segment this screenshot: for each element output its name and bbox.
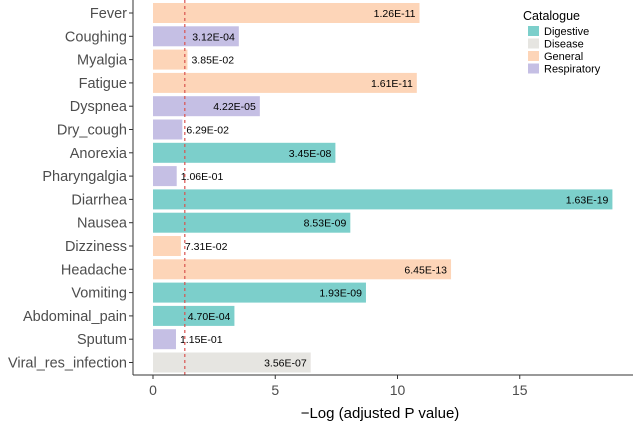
x-tick-label: 5 <box>271 382 279 398</box>
bar-coughing <box>153 26 239 47</box>
category-label: Abdominal_pain <box>23 309 127 325</box>
category-label: Viral_res_infection <box>8 356 127 372</box>
bar-fatigue <box>153 72 417 93</box>
bar-diarrhea <box>153 189 613 210</box>
chart-bars: 1.26E-11 3.12E-04 3.85E-02 1.61E-11 4.22E-05… <box>153 3 613 373</box>
bar-nausea <box>153 212 351 233</box>
category-label: Vomiting <box>71 286 127 302</box>
category-label: Diarrhea <box>71 192 128 208</box>
category-label: Pharyngalgia <box>42 169 128 185</box>
bar-pharyngalgia <box>153 166 177 187</box>
data-label: 1.26E-11 <box>374 8 416 20</box>
category-label: Coughing <box>65 29 127 45</box>
legend-title: Catalogue <box>523 9 580 23</box>
category-label: Anorexia <box>70 146 128 162</box>
category-label: Headache <box>61 262 127 278</box>
category-label: Myalgia <box>77 53 128 69</box>
legend-label-digestive: Digestive <box>544 26 589 38</box>
data-label: 6.29E-02 <box>186 125 229 137</box>
legend-label-disease: Disease <box>544 39 584 51</box>
bar-dry-cough <box>153 119 183 140</box>
data-label: 1.61E-11 <box>371 78 413 90</box>
bar-myalgia <box>153 49 188 70</box>
data-label: 1.15E-01 <box>180 334 223 346</box>
data-label: 3.12E-04 <box>192 31 235 43</box>
legend-label-respiratory: Respiratory <box>544 64 601 76</box>
legend: Catalogue DigestiveDiseaseGeneralRespirat… <box>523 9 601 76</box>
data-label: 1.93E-09 <box>319 288 362 300</box>
data-label: 4.22E-05 <box>213 101 256 113</box>
bar-viral-res-infection <box>153 352 311 373</box>
category-label: Dry_cough <box>57 123 127 139</box>
data-label: 7.31E-02 <box>185 241 228 253</box>
data-label: 4.70E-04 <box>188 311 231 323</box>
category-label: Fever <box>90 6 127 22</box>
x-tick-label: 10 <box>390 382 406 398</box>
legend-swatch-disease <box>528 38 539 49</box>
category-label: Nausea <box>77 216 128 232</box>
data-label: 8.53E-09 <box>304 218 347 230</box>
category-label: Fatigue <box>79 76 127 92</box>
category-label: Dizziness <box>65 239 127 255</box>
legend-swatch-digestive <box>528 26 539 36</box>
bar-vomiting <box>153 282 366 303</box>
bar-headache <box>153 259 452 280</box>
chart-axes: 0 5 10 15 Fever Coughing Myalgia Fatigue Dyspnea… <box>8 0 633 398</box>
data-label: 6.45E-13 <box>404 264 447 276</box>
legend-label-general: General <box>544 51 583 63</box>
x-axis-title: −Log (adjusted P value) <box>301 405 460 422</box>
bar-anorexia <box>153 142 336 163</box>
category-label: Sputum <box>77 332 127 348</box>
x-tick-label: 0 <box>149 382 157 398</box>
category-label: Dyspnea <box>70 99 128 115</box>
legend-swatch-respiratory <box>528 63 539 74</box>
data-label: 1.06E-01 <box>181 171 224 183</box>
bar-dizziness <box>153 236 181 256</box>
data-label: 3.45E-08 <box>289 148 332 160</box>
bar-fever <box>153 3 420 23</box>
bar-abdominal-pain <box>153 305 235 326</box>
bar-sputum <box>153 329 176 350</box>
x-tick-label: 15 <box>512 382 528 398</box>
bar-dyspnea <box>153 96 260 117</box>
data-label: 3.85E-02 <box>191 55 234 67</box>
data-label: 1.63E-19 <box>566 194 609 206</box>
legend-swatch-general <box>528 51 539 61</box>
data-label: 3.56E-07 <box>264 358 307 370</box>
